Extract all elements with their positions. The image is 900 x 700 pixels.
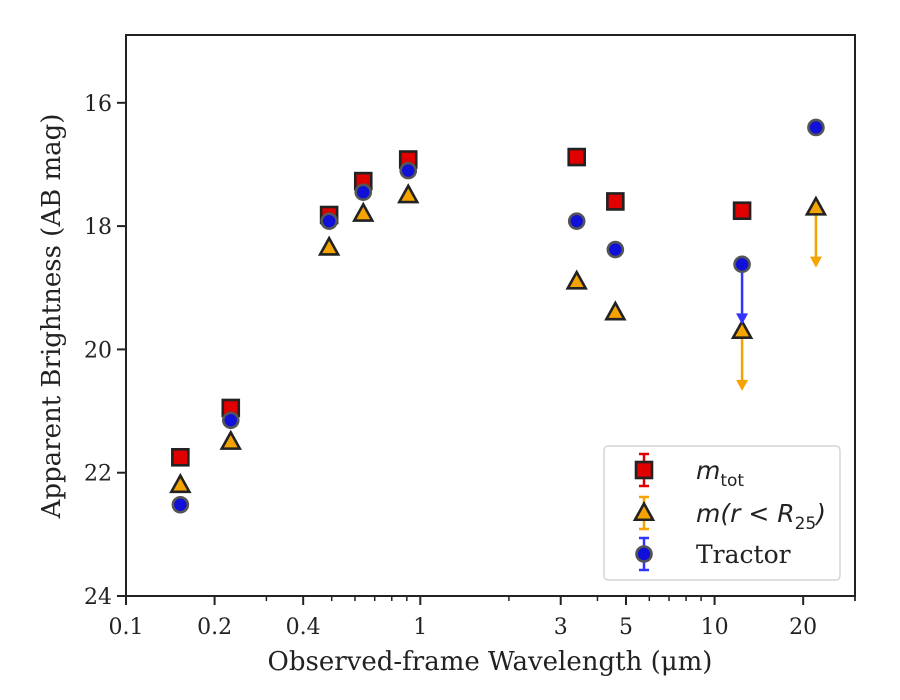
data-point-triangle bbox=[397, 183, 420, 204]
data-point-circle bbox=[320, 212, 338, 230]
y-axis-title: Apparent Brightness (AB mag) bbox=[37, 114, 67, 520]
y-tick-label: 20 bbox=[84, 338, 112, 363]
data-point-circle bbox=[733, 255, 751, 274]
legend-marker-triangle bbox=[632, 500, 656, 522]
data-point-triangle bbox=[730, 318, 754, 339]
legend-box bbox=[603, 445, 841, 581]
plot-area bbox=[169, 118, 828, 514]
legend-marker-square bbox=[634, 460, 654, 480]
x-tick-label: 1 bbox=[413, 615, 427, 640]
data-point-square bbox=[171, 447, 190, 467]
data-point-circle bbox=[807, 118, 825, 137]
data-point-triangle bbox=[219, 429, 242, 450]
data-point-square bbox=[732, 201, 752, 220]
data-point-circle bbox=[221, 411, 240, 430]
legend-marker-circle bbox=[635, 545, 653, 563]
data-point-square bbox=[606, 192, 625, 211]
data-point-triangle bbox=[565, 269, 588, 290]
data-point-triangle bbox=[604, 300, 627, 321]
data-point-circle bbox=[567, 212, 586, 230]
y-tick-label: 16 bbox=[84, 92, 112, 117]
axes: 0.1 0.2 0.4 1 3 5 10 20 16 18 20 22 24 bbox=[84, 34, 856, 640]
data-point-circle bbox=[171, 495, 190, 514]
data-point-circle bbox=[606, 240, 625, 259]
series-triangle bbox=[169, 183, 828, 494]
upper-limit-arrow-head bbox=[809, 256, 822, 268]
y-tick-label: 18 bbox=[84, 215, 112, 240]
data-point-triangle bbox=[352, 201, 375, 222]
data-point-triangle bbox=[804, 195, 828, 216]
upper-limit-arrow-head bbox=[736, 313, 749, 325]
data-point-triangle bbox=[169, 472, 192, 494]
legend: mtot m(r < R25) Tractor bbox=[603, 445, 841, 581]
legend-label: mtot bbox=[696, 456, 744, 491]
y-tick-label: 22 bbox=[84, 462, 112, 487]
plot-frame bbox=[125, 34, 856, 597]
series-square bbox=[171, 147, 752, 467]
y-tick-label: 24 bbox=[84, 585, 112, 610]
upper-limit-arrow-head bbox=[736, 379, 749, 391]
x-axis-title: Observed-frame Wavelength (μm) bbox=[268, 647, 713, 677]
data-point-circle bbox=[399, 161, 418, 180]
legend-label: Tractor bbox=[696, 540, 791, 569]
x-tick-label: 0.1 bbox=[109, 615, 144, 640]
series-circle bbox=[171, 118, 825, 514]
data-point-triangle bbox=[317, 235, 341, 256]
x-tick-label: 10 bbox=[701, 615, 729, 640]
x-tick-label: 0.4 bbox=[286, 615, 321, 640]
x-tick-label: 3 bbox=[554, 615, 568, 640]
x-tick-label: 20 bbox=[789, 615, 817, 640]
legend-label: m(r < R25) bbox=[696, 499, 826, 534]
x-tick-label: 5 bbox=[619, 615, 633, 640]
data-point-square bbox=[567, 147, 587, 167]
data-point-circle bbox=[354, 183, 373, 202]
x-tick-label: 0.2 bbox=[197, 615, 232, 640]
